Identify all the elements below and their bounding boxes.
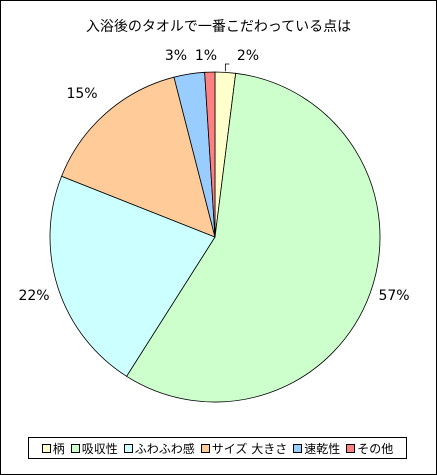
legend-item-2: ふわふわ感 (123, 440, 195, 457)
legend-label-5: その他 (357, 441, 394, 456)
legend-item-3: サイズ 大きさ (200, 440, 288, 457)
data-label-3: 15% (66, 86, 97, 102)
legend-item-4: 速乾性 (293, 440, 340, 457)
data-label-5: 1% (195, 48, 217, 64)
legend-item-1: 吸収性 (70, 440, 118, 457)
legend-label-3: サイズ 大きさ (211, 441, 288, 456)
pie-slice-1 (126, 72, 381, 403)
pie-slice-2 (49, 175, 216, 377)
pie-slice-5 (204, 71, 216, 238)
legend-label-2: ふわふわ感 (134, 441, 195, 456)
pie-slice-3 (61, 76, 216, 238)
legend-label-1: 吸収性 (81, 441, 118, 456)
leader-line-0 (224, 63, 230, 72)
legend-swatch-4 (293, 443, 303, 453)
data-label-0: 2% (237, 48, 259, 64)
legend-swatch-1 (70, 443, 80, 453)
legend-swatch-0 (41, 443, 51, 453)
legend-label-4: 速乾性 (304, 441, 341, 456)
chart-title: 入浴後のタオルで一番こだわっている点は (85, 19, 352, 35)
legend-item-0: 柄 (41, 440, 65, 457)
legend-label-0: 柄 (52, 441, 65, 456)
data-label-1: 57% (378, 288, 409, 304)
data-label-2: 22% (18, 288, 49, 304)
data-label-4: 3% (165, 48, 187, 64)
legend-item-5: その他 (346, 440, 393, 457)
legend: 柄 吸収性 ふわふわ感 サイズ 大きさ 速乾性 その他 (28, 437, 407, 459)
legend-swatch-2 (123, 443, 133, 453)
legend-swatch-5 (346, 443, 356, 453)
legend-swatch-3 (200, 443, 210, 453)
